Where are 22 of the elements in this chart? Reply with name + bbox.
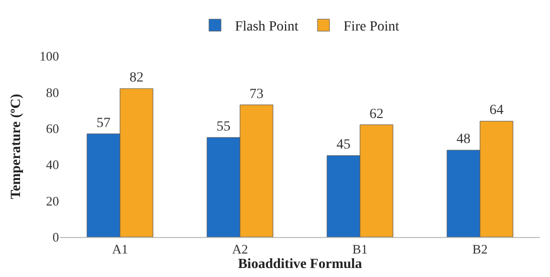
- data-label: 55: [216, 119, 230, 134]
- data-label: 48: [456, 132, 470, 148]
- data-label: 82: [130, 70, 144, 86]
- data-label: 64: [490, 103, 504, 118]
- y-tick-label: 0: [52, 230, 59, 245]
- y-tick-label: 80: [46, 84, 59, 100]
- data-label: 57: [96, 116, 110, 131]
- data-label: 62: [370, 106, 384, 122]
- y-tick-label: 40: [46, 157, 59, 172]
- data-label: 45: [336, 138, 350, 153]
- x-axis-title: Bioadditive Formula: [238, 256, 362, 272]
- y-tick-label: 100: [40, 48, 59, 64]
- x-tick-label: B2: [472, 242, 488, 257]
- y-tick-label: 60: [46, 120, 59, 136]
- x-tick-label: A1: [112, 242, 128, 257]
- legend-label: Flash Point: [235, 20, 299, 35]
- x-tick-label: B1: [352, 242, 368, 257]
- data-label: 73: [250, 86, 264, 102]
- y-tick-label: 20: [46, 193, 59, 208]
- y-axis-title: Temperature (ºC): [9, 94, 24, 200]
- x-tick-label: A2: [232, 242, 248, 257]
- legend-label: Fire Point: [344, 20, 400, 35]
